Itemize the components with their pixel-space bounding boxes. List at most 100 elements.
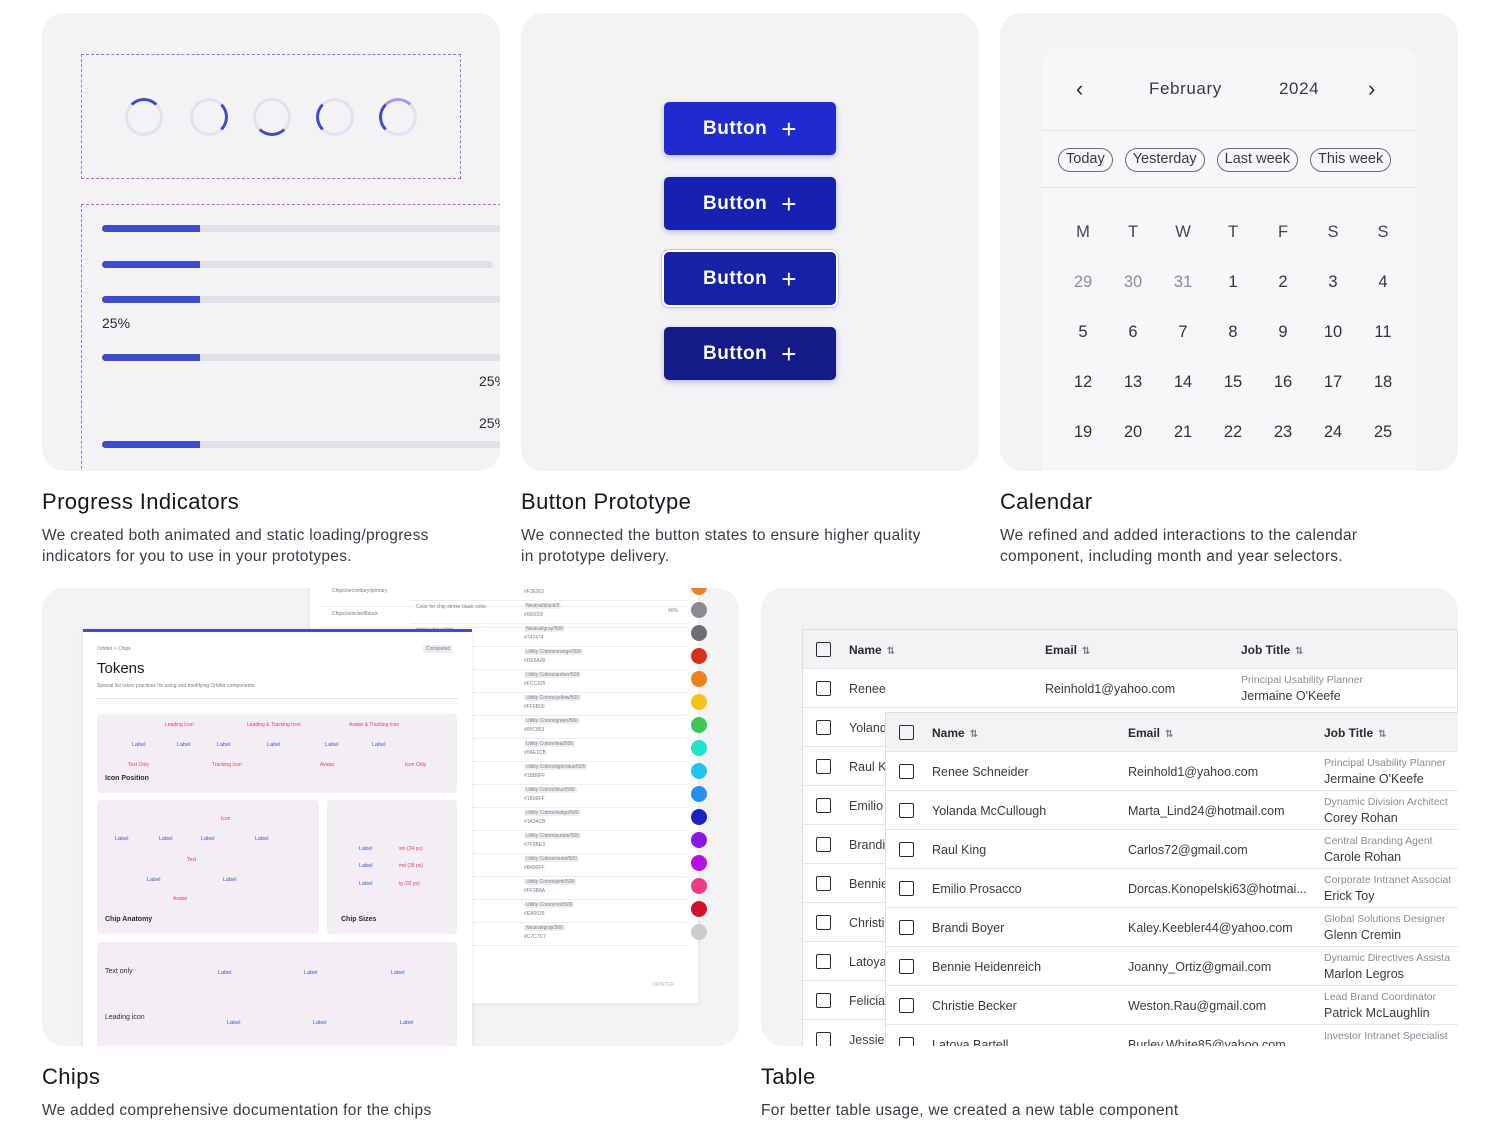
- row-checkbox[interactable]: [816, 1032, 831, 1046]
- day-cell[interactable]: 3: [1328, 273, 1338, 291]
- table-row[interactable]: Renee Schneider Reinhold1@yahoo.com Princi…: [803, 669, 1457, 708]
- table-row[interactable]: Renee Schneider Reinhold1@yahoo.com Princi…: [886, 752, 1458, 791]
- day-cell[interactable]: 8: [1228, 323, 1238, 341]
- day-cell[interactable]: 20: [1123, 423, 1143, 441]
- button-focus[interactable]: Button +: [664, 252, 836, 305]
- month-selector[interactable]: February: [1149, 79, 1222, 98]
- header-job[interactable]: Job Title ⇅: [1241, 643, 1304, 657]
- day-cell[interactable]: 23: [1273, 423, 1293, 441]
- header-job[interactable]: Job Title ⇅: [1324, 726, 1387, 740]
- button-default[interactable]: Button +: [664, 102, 836, 155]
- day-cell[interactable]: 13: [1123, 373, 1143, 391]
- header-email[interactable]: Email ⇅: [1045, 643, 1091, 657]
- leading-icon-label: Leading Icon: [165, 722, 194, 728]
- doc-footer: ORBITER: [652, 982, 675, 988]
- row-checkbox[interactable]: [816, 876, 831, 891]
- select-all-checkbox[interactable]: [816, 642, 831, 657]
- row-checkbox[interactable]: [899, 881, 914, 896]
- token-name: Neutral/black/0: [524, 603, 562, 609]
- day-cell[interactable]: 21: [1173, 423, 1193, 441]
- row-checkbox[interactable]: [899, 959, 914, 974]
- progress-card: 25% 25% 25%: [42, 13, 500, 471]
- color-swatch: [691, 671, 707, 687]
- row-checkbox[interactable]: [816, 798, 831, 813]
- table-row[interactable]: Emilio Prosacco Dorcas.Konopelski63@hotma…: [886, 869, 1458, 908]
- button-hover[interactable]: Button +: [664, 177, 836, 230]
- table-row[interactable]: Yolanda McCullough Marta_Lind24@hotmail.c…: [886, 791, 1458, 830]
- progress-title: Progress Indicators: [42, 489, 240, 514]
- day-cell[interactable]: 1: [1228, 273, 1238, 291]
- day-cell[interactable]: 17: [1323, 373, 1343, 391]
- table-row[interactable]: Jessie: [803, 1020, 1457, 1046]
- row-checkbox[interactable]: [899, 998, 914, 1013]
- day-cell[interactable]: 9: [1278, 323, 1288, 341]
- token-name: Utility Colors/red/500: [524, 902, 575, 908]
- avatar-label: Avatar: [320, 762, 335, 768]
- day-cell[interactable]: 18: [1373, 373, 1393, 391]
- day-cell[interactable]: 5: [1078, 323, 1088, 341]
- row-checkbox[interactable]: [899, 842, 914, 857]
- chip-sample: Label: [217, 742, 231, 748]
- day-cell[interactable]: 15: [1223, 373, 1243, 391]
- row-checkbox[interactable]: [816, 993, 831, 1008]
- sort-icon: ⇅: [1082, 646, 1091, 657]
- year-selector[interactable]: 2024: [1279, 79, 1320, 98]
- cell-name: Latoya: [849, 955, 887, 969]
- quick-this-week[interactable]: This week: [1309, 148, 1392, 172]
- day-cell[interactable]: 2: [1278, 273, 1288, 291]
- button-title: Button Prototype: [521, 489, 692, 514]
- day-cell[interactable]: 4: [1378, 273, 1388, 291]
- chip-sample: Label: [267, 742, 281, 748]
- quick-last-week[interactable]: Last week: [1216, 148, 1298, 172]
- button-pressed[interactable]: Button +: [664, 327, 836, 380]
- cell-job-title: Principal Usability Planner: [1241, 674, 1363, 686]
- header-email[interactable]: Email ⇅: [1128, 726, 1174, 740]
- anatomy-text-label: Text: [187, 857, 197, 863]
- day-cell[interactable]: 25: [1373, 423, 1393, 441]
- color-swatch: [691, 878, 707, 894]
- row-checkbox[interactable]: [899, 920, 914, 935]
- day-cell[interactable]: 29: [1073, 273, 1093, 291]
- day-cell[interactable]: 16: [1273, 373, 1293, 391]
- cell-email: Carlos72@gmail.com: [1128, 843, 1248, 857]
- day-cell[interactable]: 31: [1173, 273, 1193, 291]
- size-lg: lg (32 px): [399, 881, 420, 887]
- quick-yesterday[interactable]: Yesterday: [1124, 148, 1205, 172]
- table-row[interactable]: Latoya Bartell Burley.White85@yahoo.com In…: [886, 1025, 1458, 1046]
- day-cell[interactable]: 24: [1323, 423, 1343, 441]
- day-cell[interactable]: 22: [1223, 423, 1243, 441]
- day-cell[interactable]: 12: [1073, 373, 1093, 391]
- chevron-right-icon[interactable]: ›: [1368, 76, 1376, 101]
- row-checkbox[interactable]: [816, 837, 831, 852]
- day-cell[interactable]: 30: [1123, 273, 1143, 291]
- color-swatch: [691, 786, 707, 802]
- table-row[interactable]: Brandi Boyer Kaley.Keebler44@yahoo.com Glo…: [886, 908, 1458, 947]
- cell-job-title: Corporate Intranet Associat: [1324, 874, 1452, 886]
- header-name[interactable]: Name ⇅: [849, 643, 896, 657]
- table-card: Name⇅ Email⇅ Job Title⇅ Renee SchneiderR…: [761, 588, 1458, 1046]
- table-row[interactable]: Raul King Carlos72@gmail.com Central Brand…: [886, 830, 1458, 869]
- row-checkbox[interactable]: [816, 720, 831, 735]
- day-cell[interactable]: 14: [1173, 373, 1193, 391]
- header-name[interactable]: Name ⇅: [932, 726, 979, 740]
- day-cell[interactable]: 7: [1178, 323, 1188, 341]
- select-all-checkbox[interactable]: [899, 725, 914, 740]
- chevron-left-icon[interactable]: ‹: [1076, 76, 1084, 101]
- row-checkbox[interactable]: [899, 1037, 914, 1046]
- row-checkbox[interactable]: [899, 803, 914, 818]
- table-row[interactable]: Christie Becker Weston.Rau@gmail.com Lead …: [886, 986, 1458, 1025]
- cell-email: Reinhold1@yahoo.com: [1045, 682, 1176, 696]
- row-checkbox[interactable]: [816, 681, 831, 696]
- row-checkbox[interactable]: [899, 764, 914, 779]
- cell-name: Brandi Boyer: [932, 921, 1005, 935]
- day-cell[interactable]: 10: [1323, 323, 1343, 341]
- table-row[interactable]: Bennie Heidenreich Joanny_Ortiz@gmail.com…: [886, 947, 1458, 986]
- cell-job-person: Jermaine O'Keefe: [1241, 689, 1341, 703]
- day-cell[interactable]: 6: [1128, 323, 1138, 341]
- day-cell[interactable]: 19: [1073, 423, 1093, 441]
- row-checkbox[interactable]: [816, 915, 831, 930]
- day-cell[interactable]: 11: [1374, 323, 1392, 341]
- row-checkbox[interactable]: [816, 759, 831, 774]
- quick-today[interactable]: Today: [1058, 148, 1113, 172]
- row-checkbox[interactable]: [816, 954, 831, 969]
